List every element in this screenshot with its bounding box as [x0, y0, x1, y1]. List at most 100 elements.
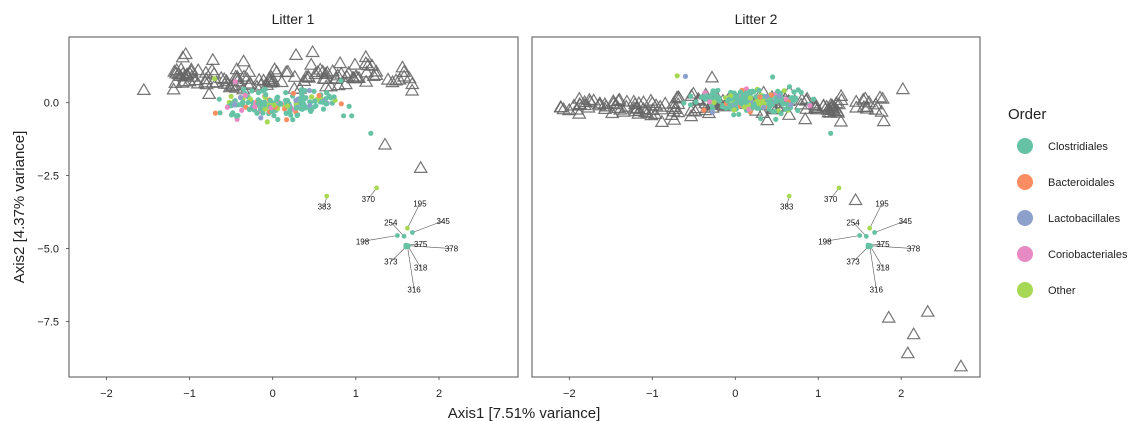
sample-point-lactobacillales	[760, 104, 767, 110]
sample-point-clostridiales	[255, 90, 261, 96]
sample-point-clostridiales	[828, 130, 834, 136]
triangle-marker	[236, 54, 251, 67]
y-tick-label: 0.0	[44, 98, 59, 110]
sample-point-clostridiales	[216, 96, 222, 102]
triangle-marker	[396, 64, 412, 78]
triangle-marker	[654, 102, 669, 115]
sample-point-other	[756, 101, 762, 107]
label-leader-line	[852, 222, 867, 237]
sample-point-clostridiales	[338, 78, 344, 84]
sample-point-lactobacillales	[258, 115, 264, 121]
triangle-marker	[328, 71, 344, 84]
labeled-sample-point	[786, 193, 792, 199]
triangle-marker	[666, 112, 682, 125]
triangle-marker	[876, 113, 891, 127]
sample-point-lactobacillales	[306, 87, 312, 94]
legend-label: Coriobacteriales	[1048, 249, 1128, 261]
sample-point-clostridiales	[687, 102, 694, 108]
plot-area: 383 370 195 254 345 198 375 378 373 318 316	[553, 70, 969, 372]
triangle-marker	[404, 83, 420, 96]
triangle-marker	[198, 75, 213, 88]
sample-label: 378	[445, 245, 459, 254]
triangle-marker	[953, 359, 969, 372]
triangle-marker	[166, 82, 181, 95]
sample-point-clostridiales	[734, 95, 740, 102]
sample-point-clostridiales	[260, 88, 266, 94]
triangle-marker	[875, 91, 890, 104]
sample-point-clostridiales	[298, 106, 304, 112]
sample-point-clostridiales	[778, 110, 784, 117]
triangle-marker	[229, 62, 244, 75]
sample-point-clostridiales	[254, 110, 260, 116]
triangle-marker	[395, 60, 410, 73]
sample-point-clostridiales	[298, 90, 305, 96]
sample-point-clostridiales	[298, 95, 304, 101]
sample-point-lactobacillales	[307, 103, 313, 109]
triangle-marker	[305, 44, 320, 58]
labeled-sample-point	[405, 225, 410, 231]
sample-point-other	[674, 73, 680, 79]
triangle-marker	[807, 100, 823, 114]
triangle-marker	[868, 97, 883, 110]
triangle-marker	[184, 69, 200, 82]
sample-point-clostridiales	[269, 108, 275, 115]
sample-point-other	[781, 88, 787, 94]
sample-point-clostridiales	[713, 93, 719, 99]
y-tick-label: −5.0	[37, 244, 59, 256]
plot-frame	[68, 36, 519, 378]
sample-point-clostridiales	[275, 116, 281, 123]
triangle-marker	[704, 70, 720, 83]
sample-point-other	[761, 101, 767, 107]
triangle-marker	[597, 101, 613, 115]
sample-point-clostridiales	[249, 88, 255, 94]
triangle-marker	[849, 100, 864, 113]
triangle-marker	[347, 57, 363, 70]
sample-point-clostridiales	[263, 92, 269, 98]
sample-point-clostridiales	[241, 86, 247, 92]
sample-point-clostridiales	[731, 90, 737, 96]
triangle-marker	[288, 47, 304, 61]
sample-point-clostridiales	[287, 108, 293, 114]
sample-label: 316	[407, 285, 421, 294]
triangle-marker	[228, 80, 244, 93]
sample-point-bacteroidales	[757, 94, 763, 100]
triangle-marker	[612, 92, 627, 105]
label-leader-line	[390, 246, 407, 262]
label-leader-line	[852, 246, 869, 262]
triangle-marker	[332, 55, 348, 69]
sample-point-clostridiales	[308, 107, 315, 113]
sample-point-clostridiales	[320, 106, 327, 112]
triangle-marker	[833, 114, 849, 127]
sample-label: 198	[356, 237, 370, 246]
panel-title: Litter 2	[735, 11, 778, 27]
sample-point-coriobacteriales	[232, 79, 238, 85]
labeled-sample-point	[867, 225, 873, 231]
label-leader-line	[870, 245, 914, 249]
triangle-marker	[647, 106, 663, 120]
triangle-marker	[190, 76, 206, 89]
triangle-marker	[323, 79, 339, 92]
sample-point-clostridiales	[732, 100, 739, 106]
triangle-marker	[205, 52, 221, 66]
sample-point-clostridiales	[784, 101, 790, 107]
triangle-marker	[303, 57, 319, 70]
sample-point-clostridiales	[307, 99, 313, 105]
triangle-marker	[881, 310, 896, 323]
triangle-marker	[686, 86, 701, 99]
triangle-marker	[380, 72, 396, 85]
legend-title: Order	[1008, 106, 1046, 123]
label-leader-line	[408, 245, 452, 249]
legend-swatch	[1017, 210, 1033, 226]
triangle-marker	[760, 112, 775, 126]
sample-label: 370	[362, 195, 376, 204]
triangle-marker	[358, 56, 374, 69]
triangle-marker	[280, 64, 296, 77]
sample-point-clostridiales	[236, 102, 242, 108]
label-leader-line	[412, 220, 444, 233]
x-axis-ticks: −2 −1 0 1 2 −2 −1 0 1 2	[100, 377, 904, 400]
x-tick-label: −1	[183, 388, 196, 400]
triangle-marker	[872, 90, 888, 103]
triangle-marker	[413, 160, 428, 173]
